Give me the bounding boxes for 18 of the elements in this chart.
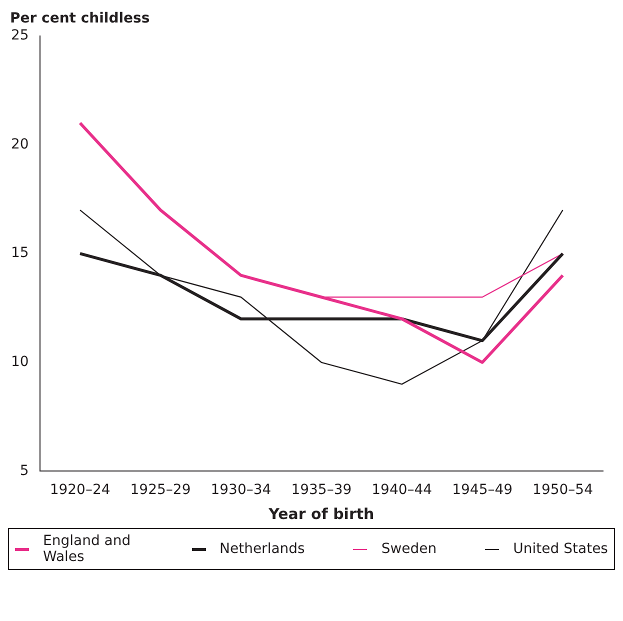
legend-label: Sweden (381, 541, 437, 557)
y-tick-label: 20 (10, 136, 29, 152)
y-tick-label: 25 (10, 28, 29, 44)
x-tick-label: 1930–34 (210, 482, 272, 498)
x-tick-label: 1925–29 (130, 482, 191, 498)
x-tick-label: 1920–24 (50, 482, 110, 498)
x-tick-label: 1940–44 (372, 482, 432, 498)
legend-label: Netherlands (220, 541, 305, 557)
x-tick-label: 1935–39 (291, 482, 352, 498)
legend-label: United States (513, 541, 608, 557)
y-tick-label: 10 (10, 354, 29, 370)
y-tick-label: 5 (20, 462, 29, 479)
legend-label: England and Wales (43, 533, 132, 565)
x-tick-label: 1950–54 (532, 482, 594, 498)
y-axis-title: Per cent childless (10, 10, 150, 27)
x-axis-title: Year of birth (268, 504, 374, 523)
y-tick-label: 15 (10, 245, 29, 262)
x-tick-label: 1945–49 (452, 482, 513, 498)
